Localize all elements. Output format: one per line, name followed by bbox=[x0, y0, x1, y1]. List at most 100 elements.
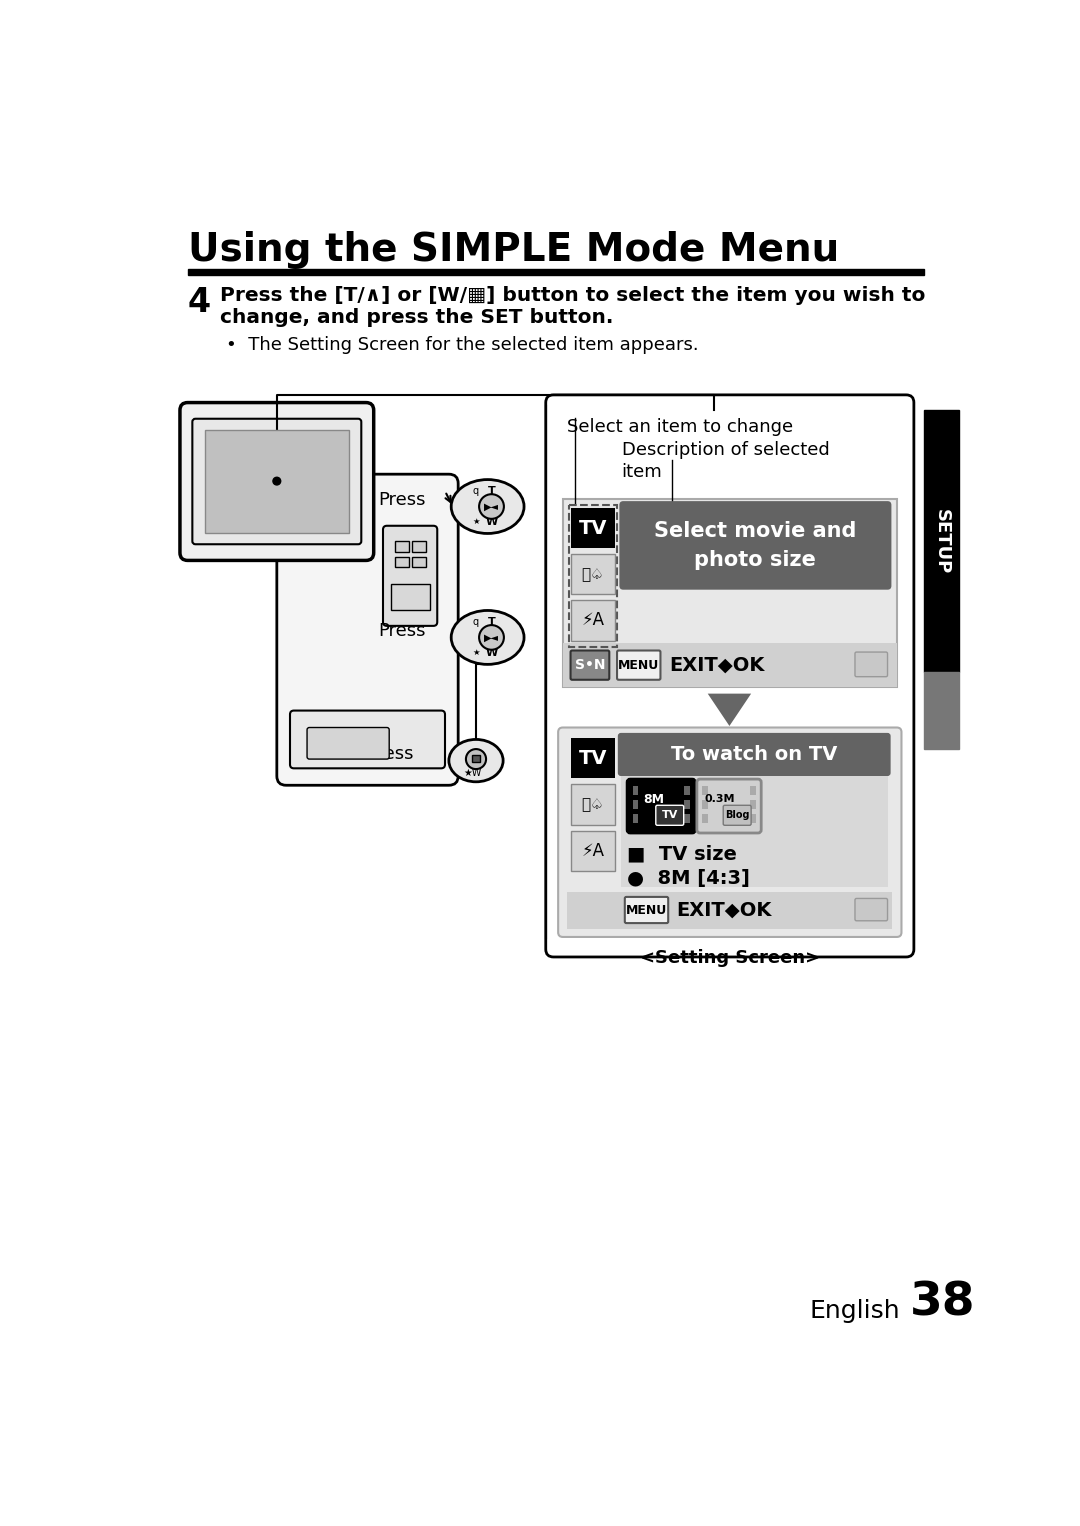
FancyBboxPatch shape bbox=[180, 403, 374, 560]
FancyBboxPatch shape bbox=[307, 728, 389, 758]
Text: Select an item to change: Select an item to change bbox=[567, 418, 794, 436]
Bar bbox=[685, 800, 690, 809]
Text: Blog: Blog bbox=[725, 810, 750, 821]
Text: ⛰♤: ⛰♤ bbox=[582, 566, 605, 581]
FancyBboxPatch shape bbox=[276, 475, 458, 786]
Text: MENU: MENU bbox=[626, 903, 667, 917]
Text: Press the [T/∧] or [W/▦] button to select the item you wish to
change, and press: Press the [T/∧] or [W/▦] button to selec… bbox=[220, 285, 926, 327]
Text: S•N: S•N bbox=[575, 658, 605, 671]
Text: W: W bbox=[485, 649, 498, 658]
Ellipse shape bbox=[449, 740, 503, 781]
Text: <Setting Screen>: <Setting Screen> bbox=[639, 949, 820, 967]
Text: Press: Press bbox=[378, 623, 426, 641]
Text: English: English bbox=[809, 1299, 900, 1323]
FancyBboxPatch shape bbox=[558, 728, 902, 937]
Bar bbox=[685, 786, 690, 795]
Text: Press: Press bbox=[366, 746, 414, 763]
Bar bbox=[702, 800, 707, 809]
Ellipse shape bbox=[451, 610, 524, 664]
FancyBboxPatch shape bbox=[724, 806, 751, 826]
FancyBboxPatch shape bbox=[855, 652, 888, 676]
Bar bbox=[411, 542, 426, 552]
Bar bbox=[472, 755, 480, 761]
Text: •  The Setting Screen for the selected item appears.: • The Setting Screen for the selected it… bbox=[227, 336, 699, 354]
Bar bbox=[411, 557, 426, 568]
Text: ▶◄: ▶◄ bbox=[484, 502, 499, 511]
Polygon shape bbox=[707, 694, 751, 726]
Bar bbox=[751, 813, 756, 823]
Bar bbox=[188, 270, 924, 275]
Bar bbox=[633, 800, 638, 809]
Circle shape bbox=[480, 494, 504, 519]
Circle shape bbox=[465, 749, 486, 769]
Bar bbox=[924, 410, 959, 671]
Bar bbox=[702, 786, 707, 795]
Bar bbox=[567, 893, 892, 929]
Text: 0.3M: 0.3M bbox=[704, 794, 734, 804]
FancyBboxPatch shape bbox=[619, 501, 891, 589]
Bar bbox=[571, 830, 615, 871]
Text: ▶◄: ▶◄ bbox=[484, 632, 499, 642]
FancyBboxPatch shape bbox=[618, 732, 891, 777]
Text: TV: TV bbox=[579, 519, 607, 537]
Bar bbox=[685, 813, 690, 823]
Text: TV: TV bbox=[662, 810, 678, 821]
Text: ⛰♤: ⛰♤ bbox=[582, 797, 605, 812]
Text: TV: TV bbox=[579, 749, 607, 768]
FancyBboxPatch shape bbox=[291, 711, 445, 768]
Text: MENU: MENU bbox=[618, 659, 660, 671]
Text: ★W: ★W bbox=[463, 768, 482, 778]
Bar bbox=[751, 800, 756, 809]
Text: W: W bbox=[485, 517, 498, 526]
Text: EXIT◆OK: EXIT◆OK bbox=[677, 900, 772, 920]
Bar bbox=[391, 583, 430, 610]
Bar bbox=[571, 554, 615, 594]
Text: Press: Press bbox=[378, 491, 426, 510]
Text: ⚡A: ⚡A bbox=[581, 612, 605, 630]
Text: 8M: 8M bbox=[643, 792, 664, 806]
Bar bbox=[702, 813, 707, 823]
Text: ⚡A: ⚡A bbox=[581, 842, 605, 859]
Bar bbox=[571, 600, 615, 641]
Bar bbox=[633, 786, 638, 795]
Ellipse shape bbox=[451, 479, 524, 534]
Text: ■  TV size: ■ TV size bbox=[627, 844, 737, 864]
Bar bbox=[924, 671, 959, 749]
Text: T: T bbox=[488, 487, 496, 496]
Bar bbox=[571, 508, 615, 548]
Bar bbox=[563, 642, 896, 688]
FancyBboxPatch shape bbox=[570, 650, 609, 679]
Text: T: T bbox=[488, 617, 496, 627]
Bar bbox=[569, 505, 617, 647]
Text: 4: 4 bbox=[188, 285, 211, 319]
Text: Description of selected
item: Description of selected item bbox=[622, 441, 829, 481]
Bar bbox=[394, 542, 408, 552]
FancyBboxPatch shape bbox=[627, 780, 696, 833]
FancyBboxPatch shape bbox=[617, 650, 661, 679]
FancyBboxPatch shape bbox=[625, 897, 669, 923]
FancyBboxPatch shape bbox=[545, 395, 914, 957]
FancyBboxPatch shape bbox=[656, 806, 684, 826]
Bar bbox=[571, 739, 615, 778]
FancyBboxPatch shape bbox=[383, 526, 437, 626]
Bar bbox=[571, 784, 615, 824]
Text: To watch on TV: To watch on TV bbox=[671, 745, 837, 765]
Text: SETUP: SETUP bbox=[933, 508, 950, 574]
Text: EXIT◆OK: EXIT◆OK bbox=[669, 656, 765, 674]
FancyBboxPatch shape bbox=[697, 780, 761, 833]
FancyBboxPatch shape bbox=[192, 418, 362, 545]
Bar bbox=[751, 786, 756, 795]
Bar bbox=[633, 813, 638, 823]
Text: 38: 38 bbox=[910, 1280, 975, 1325]
Text: ●  8M [4:3]: ● 8M [4:3] bbox=[627, 870, 750, 888]
Text: ★: ★ bbox=[472, 517, 480, 526]
Bar bbox=[205, 429, 349, 534]
Text: q: q bbox=[473, 617, 480, 627]
Text: q: q bbox=[473, 487, 480, 496]
Circle shape bbox=[273, 478, 281, 485]
FancyBboxPatch shape bbox=[855, 899, 888, 920]
Bar bbox=[394, 557, 408, 568]
Text: Select movie and
photo size: Select movie and photo size bbox=[654, 520, 856, 571]
Text: Using the SIMPLE Mode Menu: Using the SIMPLE Mode Menu bbox=[188, 230, 839, 269]
Circle shape bbox=[480, 626, 504, 650]
